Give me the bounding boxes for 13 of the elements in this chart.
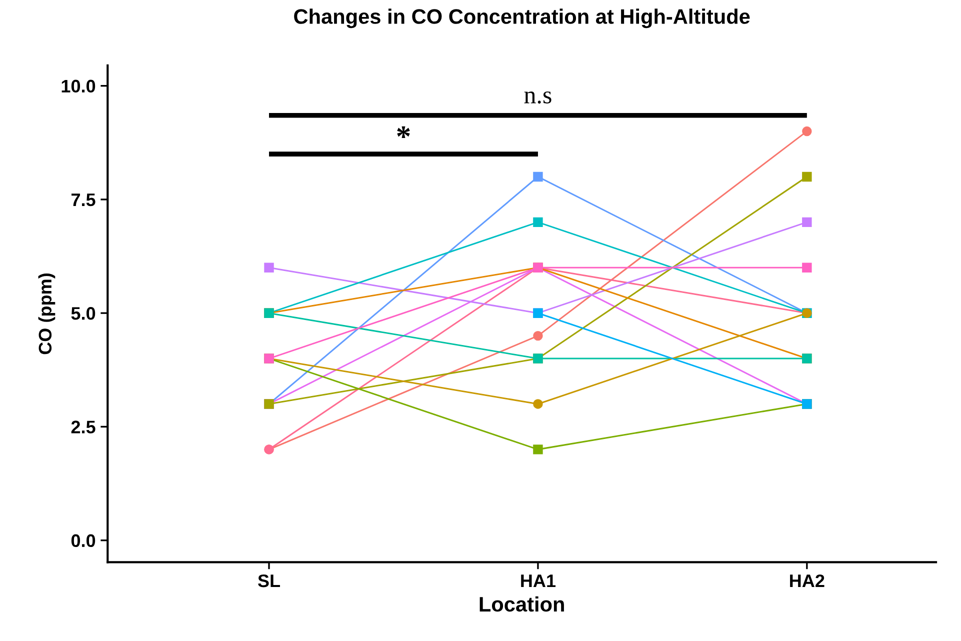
y-tick-label: 0.0: [71, 534, 96, 548]
x-axis-title: Location: [480, 596, 564, 612]
y-tick-label: 7.5: [72, 194, 96, 206]
y-axis-title: CO (ppm): [38, 274, 56, 354]
y-tick-label: 5.0: [71, 307, 96, 320]
chart-title: Changes in CO Concentration at High-Altitude: [294, 8, 750, 28]
x-tick-label: HA2: [790, 574, 824, 588]
x-tick-label: HA1: [521, 574, 556, 588]
y-tick-label: 10.0: [62, 80, 96, 93]
y-tick-label: 2.5: [71, 420, 96, 434]
annotation: n.s: [524, 91, 552, 104]
annotation: *: [397, 126, 410, 138]
x-tick-label: SL: [258, 574, 280, 588]
